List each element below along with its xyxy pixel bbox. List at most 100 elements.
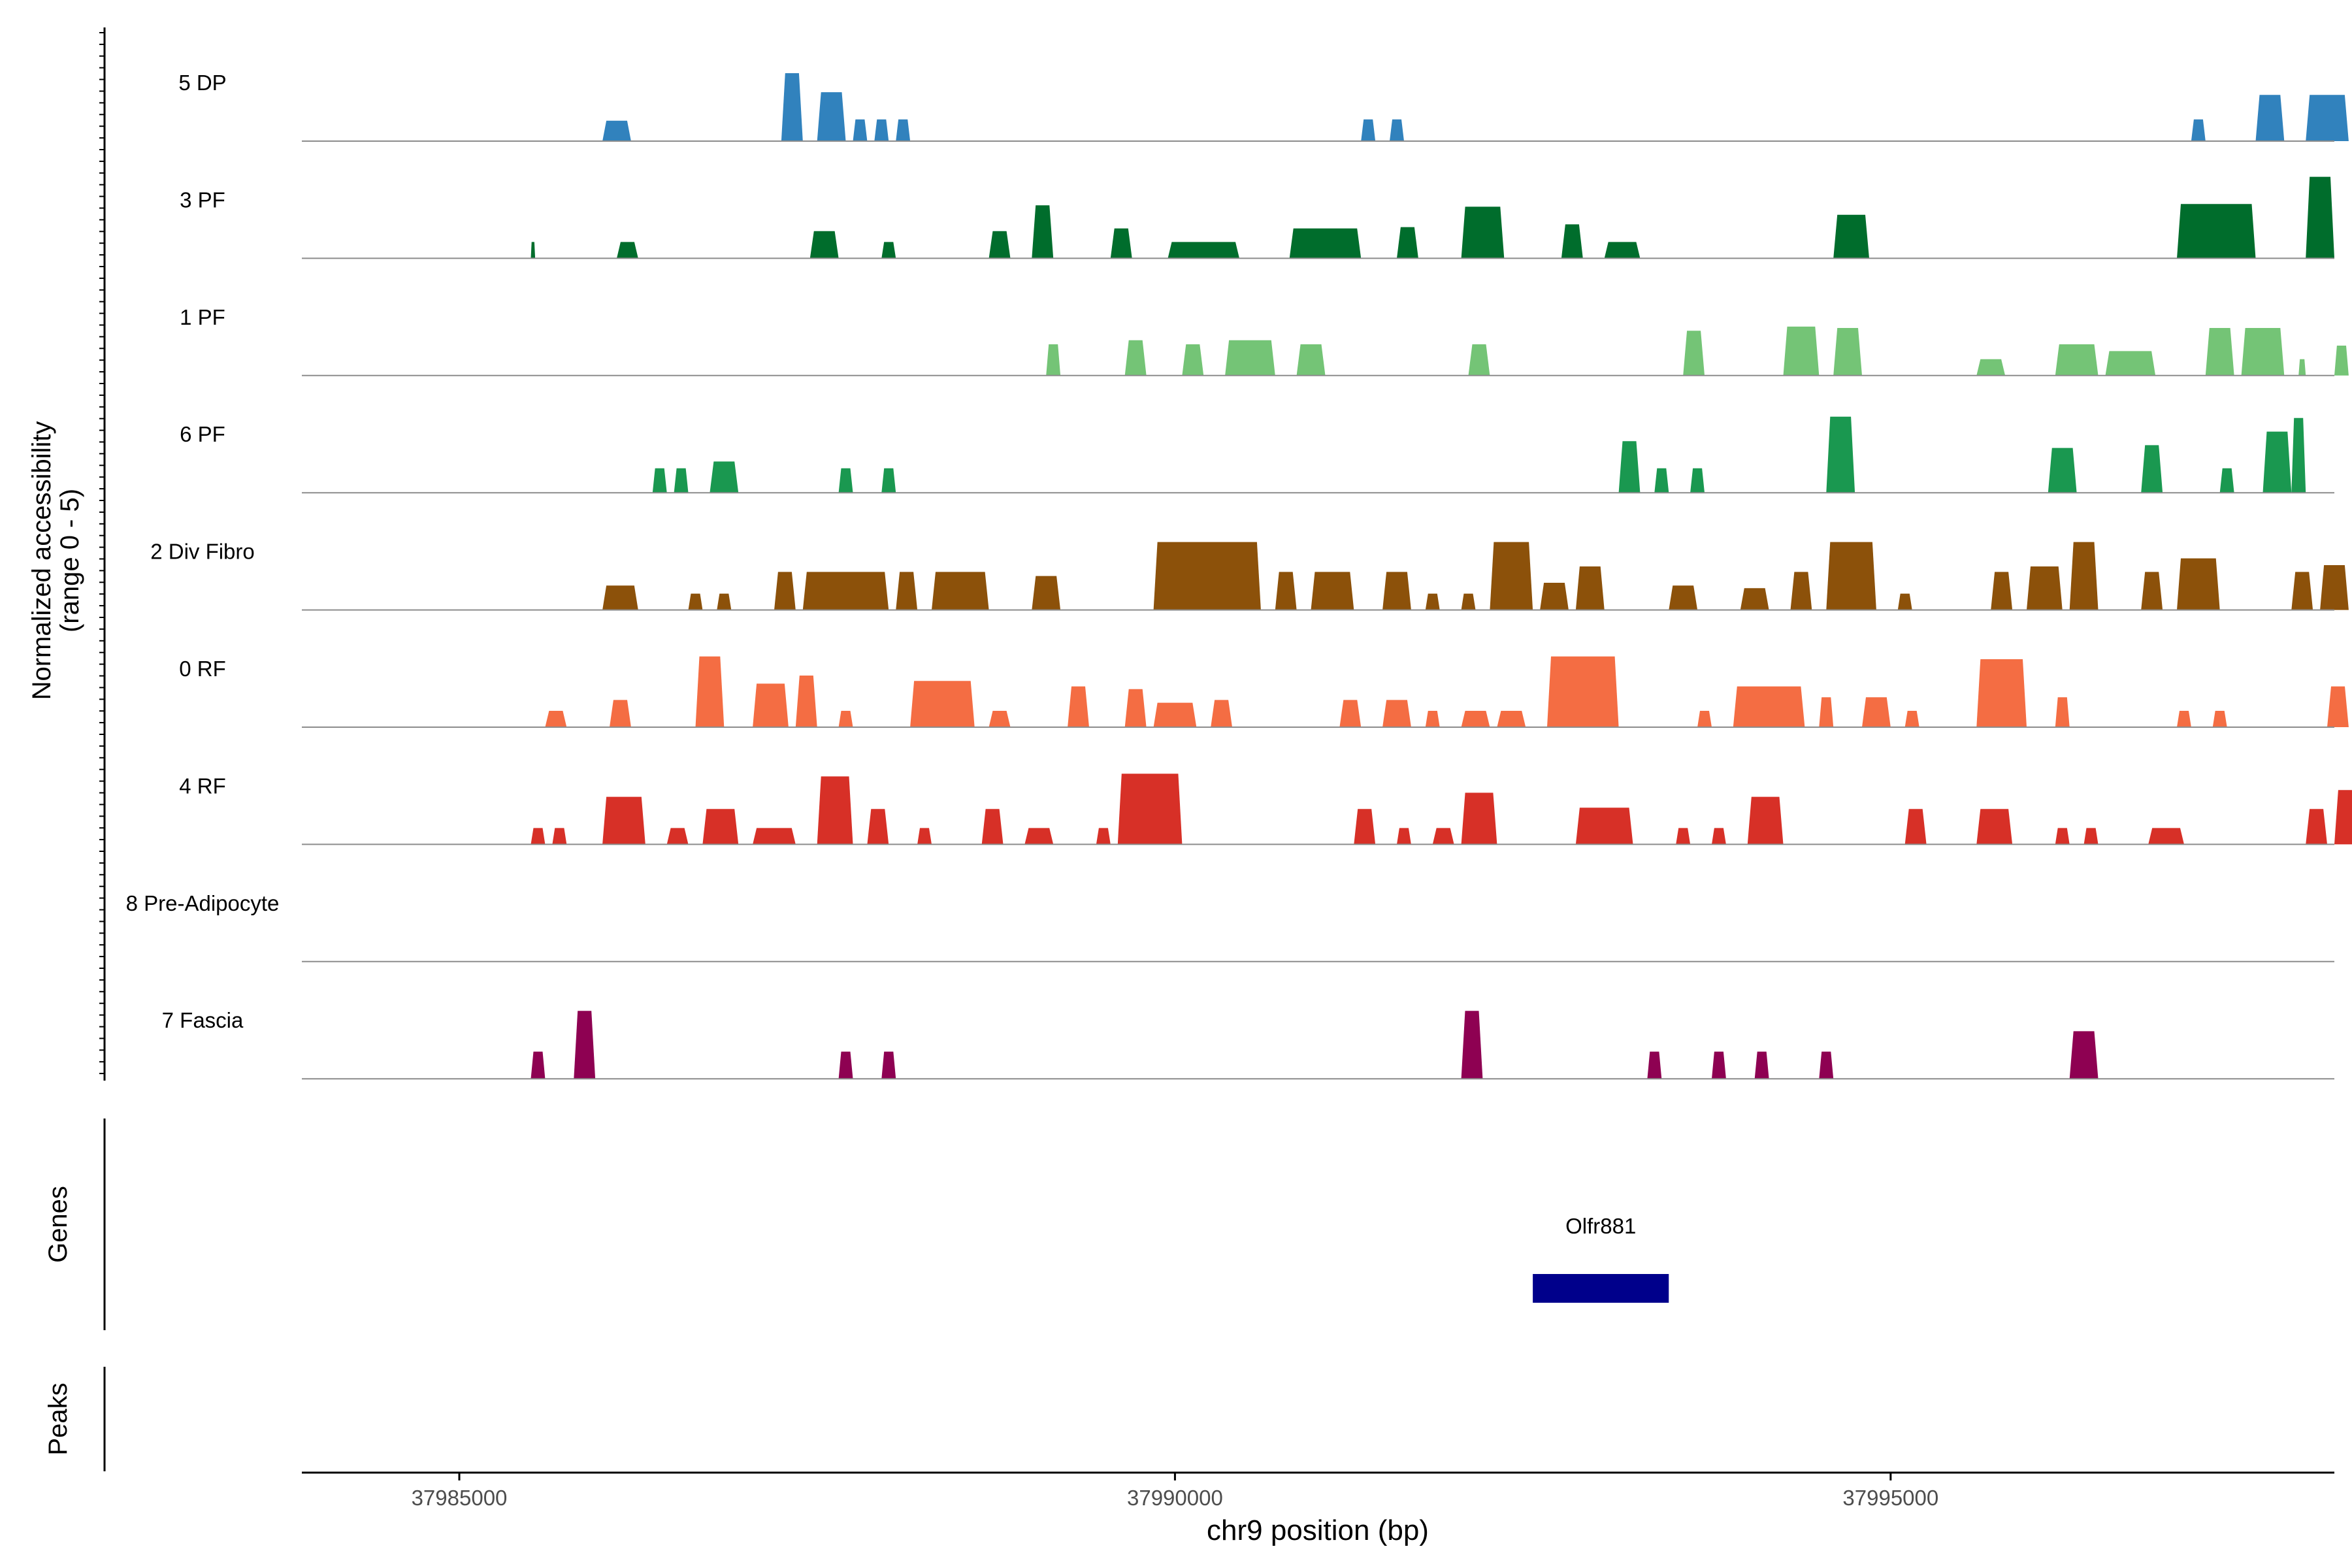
accessibility-peak: [1833, 328, 1862, 376]
track-label-3-pf: 3 PF: [180, 188, 225, 212]
y-axis-label-line2: (range 0 - 5): [56, 489, 84, 632]
accessibility-peak: [1654, 468, 1669, 493]
accessibility-peak: [838, 1051, 853, 1079]
accessibility-peak: [666, 828, 689, 845]
accessibility-peak: [881, 242, 896, 259]
accessibility-peak: [1182, 344, 1204, 376]
accessibility-peak: [2027, 566, 2063, 610]
accessibility-peak: [1833, 214, 1869, 259]
accessibility-peak: [1339, 700, 1362, 727]
accessibility-peak: [1117, 774, 1183, 845]
accessibility-peak: [2148, 828, 2184, 845]
accessibility-peak: [1153, 702, 1197, 727]
gene-label-olfr881: Olfr881: [1565, 1214, 1636, 1238]
accessibility-peak: [2055, 697, 2070, 727]
accessibility-peak: [2306, 176, 2334, 259]
accessibility-peak: [1897, 593, 1912, 610]
accessibility-peak: [1618, 441, 1641, 493]
accessibility-peak: [853, 119, 868, 141]
accessibility-peak: [1354, 809, 1376, 845]
track-0-rf: 0 RF: [179, 656, 2349, 728]
track-label-8-pre-adipocyte: 8 Pre-Adipocyte: [126, 891, 280, 915]
accessibility-peak: [1740, 588, 1769, 610]
accessibility-peak: [1547, 656, 1619, 727]
accessibility-peak: [1712, 1051, 1726, 1079]
accessibility-peak: [1747, 796, 1784, 845]
track-label-1-pf: 1 PF: [180, 305, 225, 329]
accessibility-peak: [1289, 228, 1362, 259]
accessibility-peak: [652, 468, 667, 493]
accessibility-peak: [602, 585, 638, 610]
accessibility-peak: [1676, 828, 1691, 845]
accessibility-peak: [817, 776, 853, 845]
accessibility-peak: [610, 700, 631, 727]
track-5-dp: 5 DP: [178, 71, 2349, 142]
accessibility-peak: [717, 593, 732, 610]
accessibility-peak: [2241, 328, 2285, 376]
track-8-pre-adipocyte: 8 Pre-Adipocyte: [126, 891, 2334, 962]
accessibility-peak: [874, 119, 889, 141]
accessibility-peak: [2083, 828, 2099, 845]
accessibility-peak: [1904, 711, 1919, 727]
accessibility-peak: [531, 242, 536, 259]
accessibility-peak: [1976, 659, 2027, 727]
accessibility-peak: [1497, 711, 1526, 727]
accessibility-peak: [1225, 340, 1275, 376]
track-4-rf: 4 RF: [179, 774, 2352, 845]
accessibility-peak: [774, 572, 796, 610]
accessibility-peak: [1461, 792, 1497, 845]
accessibility-peak: [881, 1051, 896, 1079]
accessibility-peak: [981, 809, 1004, 845]
accessibility-peak: [1096, 828, 1111, 845]
accessibility-peak: [1712, 828, 1726, 845]
accessibility-tracks: 5 DP 3 PF 1 PF 6 PF 2 Div Fibro 0 RF 4 RF 8 Pre…: [126, 71, 2352, 1080]
accessibility-peak: [1826, 416, 1855, 493]
accessibility-peak: [1575, 566, 1605, 610]
accessibility-peak: [802, 572, 889, 610]
accessibility-peak: [602, 120, 631, 141]
gene-olfr881: [1533, 1274, 1669, 1303]
accessibility-peak: [617, 242, 638, 259]
accessibility-peak: [2334, 790, 2352, 845]
accessibility-peak: [753, 828, 796, 845]
accessibility-peak: [1733, 686, 1805, 727]
accessibility-peak: [1540, 583, 1569, 610]
accessibility-peak: [1032, 205, 1054, 259]
accessibility-peak: [988, 711, 1011, 727]
accessibility-peak: [1397, 227, 1418, 259]
accessibility-peak: [753, 683, 789, 727]
accessibility-peak: [1647, 1051, 1662, 1079]
accessibility-peak: [2177, 711, 2191, 727]
accessibility-y-ticks: [99, 32, 105, 1075]
y-axis-label-line1: Normalized accessibility: [27, 421, 56, 700]
gene-annotations: Olfr881: [1533, 1214, 1669, 1303]
accessibility-peak: [1032, 576, 1061, 610]
accessibility-peak: [2212, 711, 2227, 727]
x-axis-ticks: 37985000 37990000 37995000: [412, 1473, 1938, 1510]
accessibility-peak: [552, 828, 567, 845]
accessibility-peak: [781, 73, 803, 141]
accessibility-peak: [1432, 828, 1454, 845]
accessibility-peak: [1461, 1011, 1483, 1079]
accessibility-peak: [1991, 572, 2013, 610]
accessibility-peak: [1425, 711, 1440, 727]
accessibility-peak: [881, 468, 896, 493]
accessibility-peak: [1296, 344, 1326, 376]
track-label-6-pf: 6 PF: [180, 422, 225, 446]
accessibility-peak: [2191, 119, 2206, 141]
accessibility-peak: [1461, 593, 1476, 610]
track-label-4-rf: 4 RF: [179, 774, 226, 798]
track-label-0-rf: 0 RF: [179, 657, 226, 681]
accessibility-peak: [1425, 593, 1440, 610]
accessibility-peak: [531, 828, 546, 845]
accessibility-peak: [1153, 542, 1261, 610]
accessibility-peak: [2255, 95, 2285, 141]
accessibility-peak: [695, 656, 725, 727]
accessibility-peak: [2069, 1031, 2099, 1079]
track-3-pf: 3 PF: [180, 176, 2334, 259]
accessibility-peak: [2105, 351, 2156, 376]
accessibility-peak: [2262, 431, 2292, 493]
accessibility-peak: [2306, 809, 2327, 845]
track-label-5-dp: 5 DP: [178, 71, 226, 95]
accessibility-peak: [1468, 344, 1490, 376]
